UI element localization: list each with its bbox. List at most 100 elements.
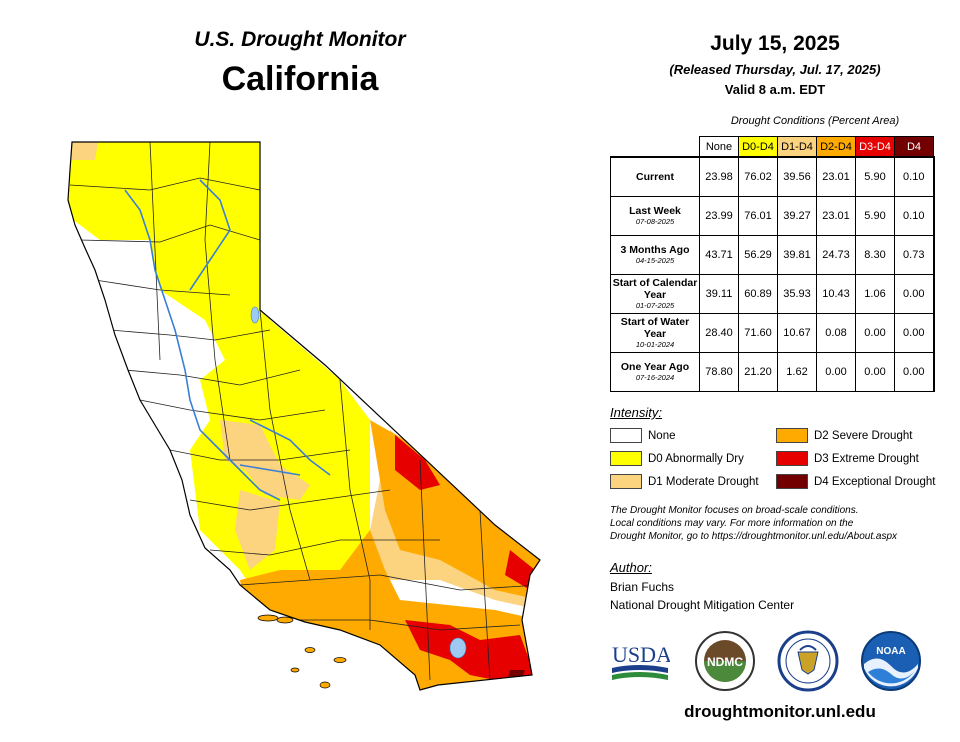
row-label: Start of Water Year 10-01-2024 bbox=[610, 313, 700, 353]
table-cell: 28.40 bbox=[699, 313, 739, 353]
table-cell: 23.99 bbox=[699, 196, 739, 236]
table-cell: 0.10 bbox=[894, 156, 935, 197]
legend-label: None bbox=[648, 429, 676, 442]
doc-seal-logo bbox=[777, 630, 839, 692]
map-date: July 15, 2025 bbox=[710, 32, 840, 55]
row-date: 07-16-2024 bbox=[635, 373, 675, 382]
table-cell: 10.67 bbox=[777, 313, 817, 353]
table-cell: 23.01 bbox=[816, 196, 856, 236]
legend-item: D1 Moderate Drought bbox=[610, 474, 759, 489]
column-header: D3-D4 bbox=[855, 136, 895, 158]
legend-label: D1 Moderate Drought bbox=[648, 475, 759, 488]
row-date: 07-08-2025 bbox=[635, 217, 675, 226]
table-row: 3 Months Ago 04-15-2025 43.71 56.29 39.81 24.… bbox=[610, 235, 935, 275]
legend-label: D2 Severe Drought bbox=[814, 429, 913, 442]
note-line: Drought Monitor, go to https://droughtmo… bbox=[610, 531, 898, 542]
table-row: Start of Calendar Year 01-07-2025 39.11 60.… bbox=[610, 274, 935, 314]
table-cell: 10.43 bbox=[816, 274, 856, 314]
column-header: D2-D4 bbox=[816, 136, 856, 158]
note-line: Local conditions may vary. For more info… bbox=[610, 518, 854, 529]
table-title: Drought Conditions (Percent Area) bbox=[730, 115, 900, 127]
row-label: 3 Months Ago 04-15-2025 bbox=[610, 235, 700, 275]
table-cell: 43.71 bbox=[699, 235, 739, 275]
legend-item: D3 Extreme Drought bbox=[776, 451, 919, 466]
column-header: D0-D4 bbox=[738, 136, 778, 158]
column-header: D1-D4 bbox=[777, 136, 817, 158]
table-cell: 35.93 bbox=[777, 274, 817, 314]
table-cell: 0.10 bbox=[894, 196, 935, 236]
row-label-text: 3 Months Ago bbox=[620, 244, 690, 256]
legend-label: D4 Exceptional Drought bbox=[814, 475, 936, 488]
table-cell: 78.80 bbox=[699, 352, 739, 392]
california-drought-map bbox=[67, 141, 541, 691]
legend-swatch bbox=[610, 451, 642, 466]
table-cell: 5.90 bbox=[855, 196, 895, 236]
ndmc-logo: NDMC bbox=[695, 631, 755, 691]
table-cell: 0.00 bbox=[816, 352, 856, 392]
noaa-logo-text: NOAA bbox=[876, 646, 905, 657]
table-cell: 71.60 bbox=[738, 313, 778, 353]
table-cell: 0.00 bbox=[894, 352, 935, 392]
table-cell: 56.29 bbox=[738, 235, 778, 275]
legend-swatch bbox=[776, 451, 808, 466]
author-organization: National Drought Mitigation Center bbox=[610, 598, 795, 612]
website-url[interactable]: droughtmonitor.unl.edu bbox=[684, 702, 876, 721]
table-cell: 76.02 bbox=[738, 156, 778, 197]
row-label-text: Current bbox=[636, 171, 674, 183]
table-cell: 0.08 bbox=[816, 313, 856, 353]
row-label-text: Last Week bbox=[629, 205, 681, 217]
table-cell: 39.81 bbox=[777, 235, 817, 275]
row-label-text: One Year Ago bbox=[620, 361, 690, 373]
noaa-logo: NOAA bbox=[861, 631, 921, 691]
usda-logo: USDA bbox=[612, 642, 670, 680]
usda-logo-text: USDA bbox=[612, 642, 670, 667]
table-cell: 39.27 bbox=[777, 196, 817, 236]
table-cell: 1.06 bbox=[855, 274, 895, 314]
disclaimer-note: The Drought Monitor focuses on broad-sca… bbox=[610, 504, 940, 543]
table-cell: 0.73 bbox=[894, 235, 935, 275]
table-row: One Year Ago 07-16-2024 78.80 21.20 1.62 0.00… bbox=[610, 352, 935, 392]
row-label-text: Start of Water Year bbox=[620, 316, 690, 340]
table-cell: 23.98 bbox=[699, 156, 739, 197]
column-header: D4 bbox=[894, 136, 934, 158]
table-cell: 0.00 bbox=[855, 313, 895, 353]
row-label-text: Start of Calendar Year bbox=[612, 277, 698, 301]
table-cell: 24.73 bbox=[816, 235, 856, 275]
valid-time: Valid 8 a.m. EDT bbox=[724, 82, 826, 97]
table-row: Start of Water Year 10-01-2024 28.40 71.60 1… bbox=[610, 313, 935, 353]
table-cell: 0.00 bbox=[894, 313, 935, 353]
table-cell: 0.00 bbox=[894, 274, 935, 314]
legend-swatch bbox=[776, 428, 808, 443]
table-row: Current 23.98 76.02 39.56 23.01 5.90 0.10 bbox=[610, 156, 935, 197]
legend-label: D0 Abnormally Dry bbox=[648, 452, 744, 465]
legend-swatch bbox=[610, 428, 642, 443]
table-cell: 5.90 bbox=[855, 156, 895, 197]
note-line: The Drought Monitor focuses on broad-sca… bbox=[610, 505, 859, 516]
legend-item: D2 Severe Drought bbox=[776, 428, 912, 443]
column-header: None bbox=[699, 136, 739, 158]
state-title: California bbox=[221, 60, 379, 98]
legend-item: D0 Abnormally Dry bbox=[610, 451, 744, 466]
row-label: Start of Calendar Year 01-07-2025 bbox=[610, 274, 700, 314]
row-date: 10-01-2024 bbox=[635, 340, 675, 349]
table-cell: 39.56 bbox=[777, 156, 817, 197]
table-row: Last Week 07-08-2025 23.99 76.01 39.27 23.01 5… bbox=[610, 196, 935, 236]
legend-item: None bbox=[610, 428, 676, 443]
author-title: Author: bbox=[610, 560, 652, 575]
row-date: 01-07-2025 bbox=[635, 301, 675, 310]
legend-item: D4 Exceptional Drought bbox=[776, 474, 935, 489]
row-label: Last Week 07-08-2025 bbox=[610, 196, 700, 236]
legend-label: D3 Extreme Drought bbox=[814, 452, 919, 465]
ndmc-logo-text: NDMC bbox=[707, 655, 743, 669]
table-cell: 0.00 bbox=[855, 352, 895, 392]
table-cell: 39.11 bbox=[699, 274, 739, 314]
table-cell: 76.01 bbox=[738, 196, 778, 236]
table-cell: 21.20 bbox=[738, 352, 778, 392]
drought-statistics-table: None D0-D4 D1-D4 D2-D4 D3-D4 D4 Current 2… bbox=[610, 136, 935, 392]
author-name: Brian Fuchs bbox=[610, 580, 675, 594]
legend-swatch bbox=[776, 474, 808, 489]
table-corner bbox=[611, 137, 700, 158]
legend-swatch bbox=[610, 474, 642, 489]
table-cell: 8.30 bbox=[855, 235, 895, 275]
table-header-row: None D0-D4 D1-D4 D2-D4 D3-D4 D4 bbox=[611, 136, 934, 158]
